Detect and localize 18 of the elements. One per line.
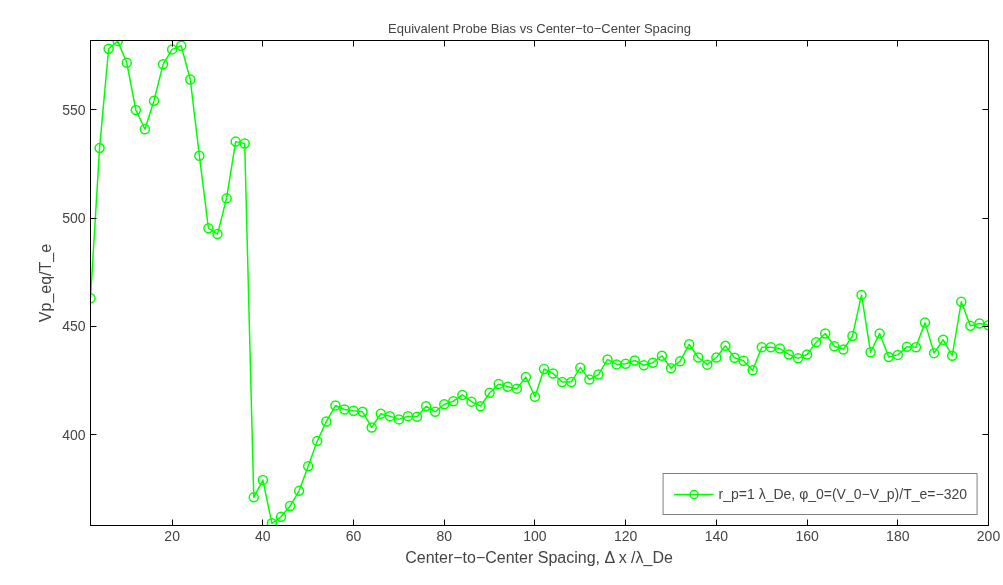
y-tick-label: 450 — [62, 318, 86, 335]
x-tick-label: 180 — [886, 527, 910, 544]
x-tick-label: 80 — [436, 527, 453, 544]
x-tick-label: 60 — [345, 527, 362, 544]
y-tick-label: 400 — [62, 426, 86, 443]
chart-title: Equivalent Probe Bias vs Center−to−Center Spacing — [388, 20, 691, 36]
legend-label: r_p=1 λ_De, φ_0=(V_0−V_p)/T_e=−320 — [718, 486, 967, 502]
y-tick-label: 550 — [62, 101, 86, 118]
y-axis-title: Vp_eq/T_e — [37, 243, 56, 323]
x-tick-label: 140 — [704, 527, 729, 544]
x-axis-title: Center−to−Center Spacing, Δ x /λ_De — [405, 548, 674, 567]
x-tick-label: 200 — [976, 527, 1001, 544]
x-tick-label: 160 — [795, 527, 819, 544]
x-tick-label: 20 — [164, 527, 181, 544]
x-tick-label: 40 — [255, 527, 271, 544]
x-tick-label: 100 — [523, 527, 547, 544]
x-tick-label: 120 — [613, 527, 638, 544]
y-tick-label: 500 — [62, 210, 86, 227]
